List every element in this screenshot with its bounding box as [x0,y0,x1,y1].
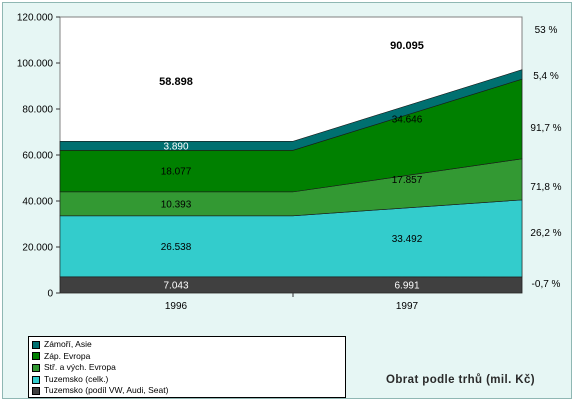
legend-item: Stř. a vých. Evropa [32,362,345,374]
y-tick-label: 40.000 [22,197,53,208]
data-label: 3.890 [163,141,188,152]
legend-item: Tuzemsko (celk.) [32,374,345,386]
growth-label: 71,8 % [530,182,561,193]
data-label: 10.393 [161,199,192,210]
data-label: 34.646 [392,114,423,125]
legend-label: Tuzemsko (celk.) [44,373,109,384]
legend-label: Záp. Evropa [44,350,91,361]
y-tick-label: 100.000 [17,59,54,70]
growth-label: 91,7 % [530,123,561,134]
y-tick-label: 0 [47,289,53,300]
data-label: 17.857 [392,175,423,186]
legend-swatch-3 [32,375,40,384]
area-z-mo-asie [59,69,523,151]
legend-swatch-4 [32,387,40,396]
legend-swatch-1 [32,352,40,361]
data-label: 26.538 [161,242,192,253]
data-label: 4.100 [394,79,419,90]
growth-label: -0,7 % [532,279,561,290]
area-tuzemsko-pod-l-vw-audi-seat- [59,276,523,294]
legend-item: Zámoří, Asie [32,339,345,351]
legend: Zámoří, Asie Záp. Evropa Stř. a vých. Ev… [28,336,346,398]
y-tick-label: 60.000 [22,151,53,162]
legend-item: Záp. Evropa [32,351,345,363]
total-label: 90.095 [390,40,424,52]
x-tick-label: 1997 [396,301,419,312]
growth-label: 26,2 % [530,228,561,239]
growth-label: 53 % [535,25,558,36]
y-tick-label: 120.000 [17,13,54,24]
chart-footer-title: Obrat podle trhů (mil. Kč) [386,374,536,386]
x-tick-label: 1996 [165,301,188,312]
legend-label: Tuzemsko (podíl VW, Audi, Seat) [44,385,169,396]
data-label: 6.991 [394,280,419,291]
y-tick-label: 80.000 [22,105,53,116]
legend-swatch-2 [32,363,40,372]
data-label: 33.492 [392,234,423,245]
y-tick-label: 20.000 [22,243,53,254]
data-label: 7.043 [163,280,188,291]
legend-label: Zámoří, Asie [44,339,92,349]
total-label: 58.898 [159,76,193,88]
growth-label: 5,4 % [533,71,559,82]
legend-item: Tuzemsko (podíl VW, Audi, Seat) [32,385,345,397]
data-label: 18.077 [161,167,192,178]
legend-swatch-0 [32,340,40,349]
legend-label: Stř. a vých. Evropa [44,362,116,373]
